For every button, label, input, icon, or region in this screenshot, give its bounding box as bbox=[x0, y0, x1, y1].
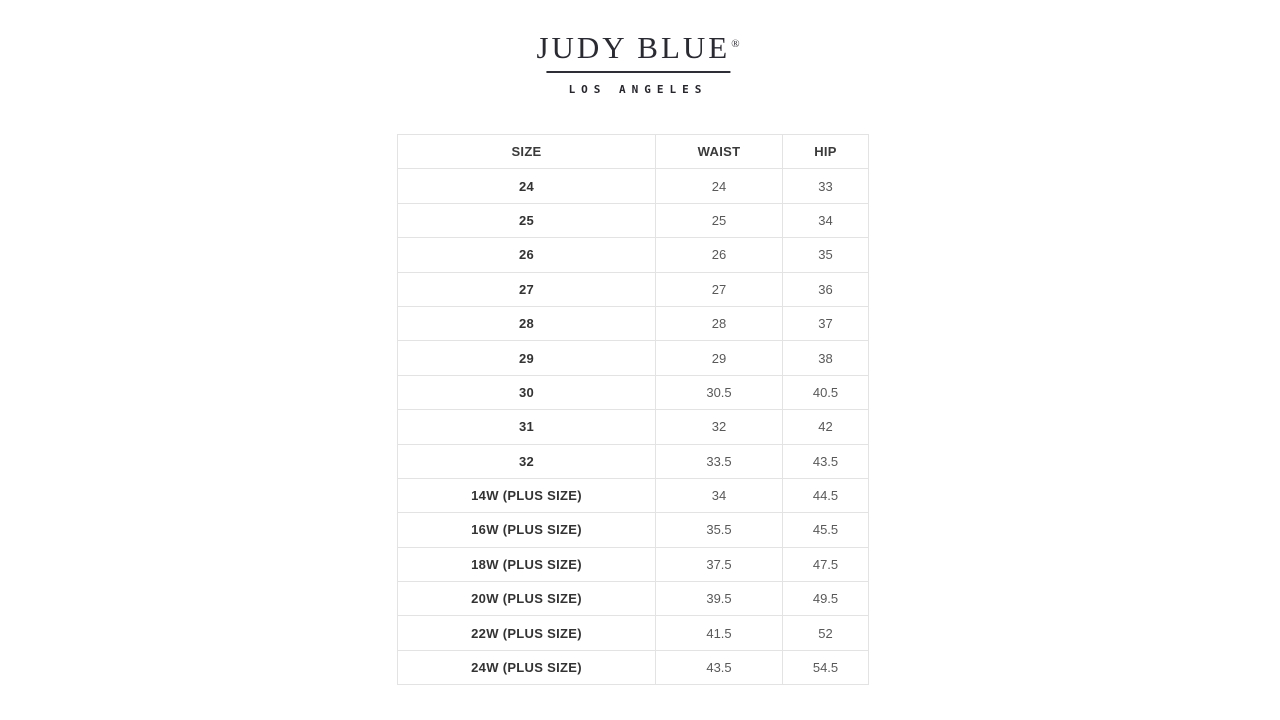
table-row: 18W (PLUS SIZE) 37.5 47.5 bbox=[397, 546, 869, 583]
waist-cell: 32 bbox=[655, 409, 783, 445]
size-cell: 24W (PLUS SIZE) bbox=[397, 649, 656, 686]
logo-underline bbox=[546, 71, 730, 73]
table-row: 16W (PLUS SIZE) 35.5 45.5 bbox=[397, 512, 869, 548]
waist-cell: 35.5 bbox=[655, 512, 783, 548]
waist-cell: 25 bbox=[655, 202, 783, 239]
table-row: 22W (PLUS SIZE) 41.5 52 bbox=[397, 615, 869, 651]
waist-cell: 43.5 bbox=[655, 649, 783, 686]
table-row: 28 28 37 bbox=[397, 305, 869, 342]
brand-tagline: LOS ANGELES bbox=[568, 83, 708, 96]
brand-logo: JUDY BLUE® bbox=[536, 30, 739, 66]
waist-cell: 33.5 bbox=[655, 443, 783, 479]
size-cell: 27 bbox=[397, 271, 656, 307]
header-row: SIZE WAIST HIP bbox=[397, 133, 869, 170]
size-cell: 22W (PLUS SIZE) bbox=[397, 615, 656, 651]
table-row: 31 32 42 bbox=[397, 409, 869, 445]
table-row: 24W (PLUS SIZE) 43.5 54.5 bbox=[397, 649, 869, 686]
table-row: 32 33.5 43.5 bbox=[397, 443, 869, 479]
hip-cell: 34 bbox=[782, 202, 869, 239]
table-row: 29 29 38 bbox=[397, 340, 869, 376]
hip-cell: 42 bbox=[782, 409, 869, 445]
size-cell: 20W (PLUS SIZE) bbox=[397, 581, 656, 617]
brand-name-text: JUDY BLUE bbox=[536, 30, 731, 65]
size-cell: 16W (PLUS SIZE) bbox=[397, 512, 656, 548]
brand-header: JUDY BLUE® LOS ANGELES bbox=[536, 30, 739, 96]
table-row: 20W (PLUS SIZE) 39.5 49.5 bbox=[397, 581, 869, 617]
waist-cell: 26 bbox=[655, 237, 783, 273]
size-cell: 29 bbox=[397, 340, 656, 376]
size-cell: 28 bbox=[397, 305, 656, 342]
hip-cell: 44.5 bbox=[782, 477, 869, 514]
waist-cell: 37.5 bbox=[655, 546, 783, 583]
waist-cell: 24 bbox=[655, 168, 783, 204]
hip-cell: 45.5 bbox=[782, 512, 869, 548]
waist-cell: 41.5 bbox=[655, 615, 783, 651]
hip-cell: 52 bbox=[782, 615, 869, 651]
table-row: 27 27 36 bbox=[397, 271, 869, 307]
size-chart-table: SIZE WAIST HIP 24 24 33 25 25 34 26 26 35 27 27 36 2… bbox=[397, 133, 869, 686]
table-row: 26 26 35 bbox=[397, 237, 869, 273]
column-header-hip: HIP bbox=[782, 133, 869, 170]
size-cell: 30 bbox=[397, 374, 656, 411]
waist-cell: 34 bbox=[655, 477, 783, 514]
hip-cell: 38 bbox=[782, 340, 869, 376]
hip-cell: 54.5 bbox=[782, 649, 869, 686]
hip-cell: 33 bbox=[782, 168, 869, 204]
size-cell: 31 bbox=[397, 409, 656, 445]
hip-cell: 37 bbox=[782, 305, 869, 342]
size-cell: 25 bbox=[397, 202, 656, 239]
column-header-size: SIZE bbox=[397, 133, 656, 170]
table-row: 25 25 34 bbox=[397, 202, 869, 239]
hip-cell: 43.5 bbox=[782, 443, 869, 479]
hip-cell: 36 bbox=[782, 271, 869, 307]
waist-cell: 29 bbox=[655, 340, 783, 376]
hip-cell: 35 bbox=[782, 237, 869, 273]
column-header-waist: WAIST bbox=[655, 133, 783, 170]
table-row: 30 30.5 40.5 bbox=[397, 374, 869, 411]
waist-cell: 39.5 bbox=[655, 581, 783, 617]
size-chart-container: SIZE WAIST HIP 24 24 33 25 25 34 26 26 35 27 27 36 2… bbox=[397, 133, 869, 686]
table-row: 24 24 33 bbox=[397, 168, 869, 204]
waist-cell: 30.5 bbox=[655, 374, 783, 411]
registered-trademark-symbol: ® bbox=[731, 37, 740, 50]
size-cell: 24 bbox=[397, 168, 656, 204]
waist-cell: 28 bbox=[655, 305, 783, 342]
hip-cell: 49.5 bbox=[782, 581, 869, 617]
hip-cell: 40.5 bbox=[782, 374, 869, 411]
waist-cell: 27 bbox=[655, 271, 783, 307]
table-row: 14W (PLUS SIZE) 34 44.5 bbox=[397, 477, 869, 514]
size-cell: 14W (PLUS SIZE) bbox=[397, 477, 656, 514]
size-cell: 26 bbox=[397, 237, 656, 273]
size-cell: 32 bbox=[397, 443, 656, 479]
hip-cell: 47.5 bbox=[782, 546, 869, 583]
size-cell: 18W (PLUS SIZE) bbox=[397, 546, 656, 583]
